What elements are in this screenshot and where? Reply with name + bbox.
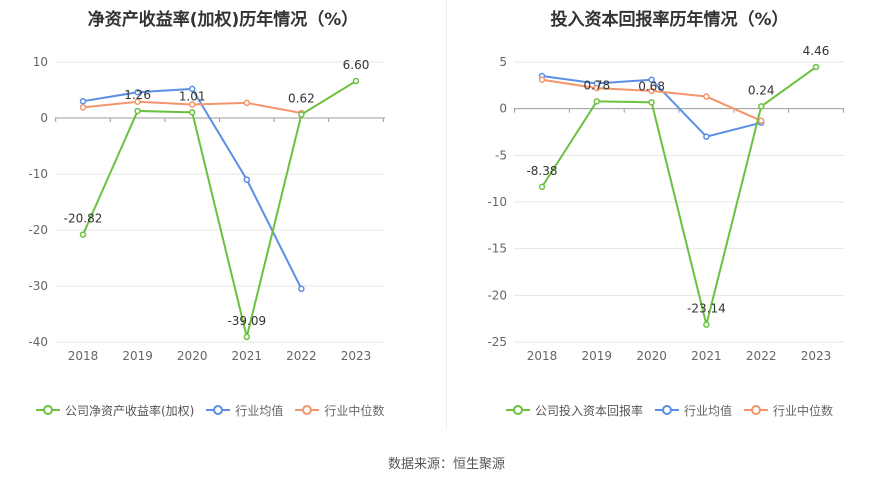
roic-data-label: -8.38 (526, 164, 557, 178)
roic-data-point[interactable] (812, 63, 820, 71)
legend-label: 行业均值 (235, 403, 284, 418)
roic-data-point[interactable] (703, 321, 710, 328)
legend-swatch-icon (295, 404, 320, 416)
y-tick-label: -25 (487, 335, 507, 349)
roic-data-point[interactable] (648, 99, 655, 106)
roic-data-point[interactable] (593, 98, 601, 105)
data-source-note: 数据来源：恒生聚源 (387, 457, 505, 472)
roe-series-line-1 (82, 87, 303, 290)
roe-data-point[interactable] (188, 85, 196, 93)
roic-data-point[interactable] (757, 103, 765, 110)
roe-data-point[interactable] (352, 77, 360, 85)
y-tick-label: -20 (487, 288, 507, 302)
y-tick-label: 5 (499, 55, 507, 69)
roe-data-point[interactable] (243, 176, 251, 183)
roe-data-label: 1.01 (179, 89, 206, 103)
legend-item-1[interactable]: 行业均值 (206, 402, 283, 419)
roe-data-point[interactable] (134, 107, 141, 115)
y-tick-label: -20 (28, 223, 48, 237)
legend-swatch-icon (36, 404, 60, 416)
roic-data-point[interactable] (757, 117, 765, 125)
roe-data-label: -20.82 (64, 212, 103, 226)
roe-data-point[interactable] (298, 111, 305, 118)
roe-data-label: 6.60 (343, 58, 370, 72)
x-tick-label: 2018 (527, 349, 558, 363)
roic-data-point[interactable] (703, 93, 710, 100)
roic-series-line-0 (541, 66, 817, 325)
roic-data-point[interactable] (648, 76, 655, 83)
roe-data-point[interactable] (134, 88, 141, 96)
roic-data-point[interactable] (593, 84, 601, 92)
legend-item-2[interactable]: 行业中位数 (744, 402, 833, 419)
left-chart-title: 净资产收益率(加权)历年情况（%） (87, 10, 359, 30)
y-tick-label: -10 (487, 195, 507, 209)
roe-line-chart: 10 0 -10 -20 -30 -40 2018 2019 2020 2021 2022 2023 -… (28, 55, 385, 363)
roic-data-label: 0.78 (583, 78, 610, 92)
y-tick-label: 0 (499, 102, 507, 116)
x-tick-label: 2023 (801, 349, 832, 363)
roic-data-label: -23.14 (687, 302, 726, 316)
y-tick-label: -10 (28, 167, 48, 181)
x-tick-label: 2020 (636, 349, 667, 363)
legend-item-2[interactable]: 行业中位数 (295, 402, 384, 419)
roic-data-label: 0.24 (748, 83, 775, 97)
legend-item-0[interactable]: 公司投入资本回报率 (506, 402, 643, 419)
left-chart-legend: 公司净资产收益率(加权) 行业均值 行业中位数 (36, 399, 396, 421)
roe-data-point[interactable] (79, 97, 87, 105)
roe-data-point[interactable] (298, 285, 305, 293)
legend-item-1[interactable]: 行业均值 (655, 402, 732, 419)
roe-data-point[interactable] (188, 101, 196, 108)
y-tick-label: -15 (487, 242, 507, 256)
x-tick-label: 2020 (177, 349, 208, 363)
roe-data-label: -39.09 (227, 314, 266, 328)
roe-data-point[interactable] (243, 333, 251, 341)
roe-data-point[interactable] (188, 109, 196, 116)
legend-swatch-icon (744, 404, 769, 416)
legend-label: 公司投入资本回报率 (535, 403, 644, 418)
roe-data-label: 0.62 (288, 92, 315, 106)
roe-data-point[interactable] (79, 104, 87, 111)
x-tick-label: 2019 (582, 349, 613, 363)
x-tick-label: 2022 (746, 349, 777, 363)
roic-data-label: 4.46 (803, 44, 830, 58)
roe-data-label: 1.26 (124, 88, 151, 102)
legend-label: 公司净资产收益率(加权) (65, 403, 195, 418)
legend-label: 行业均值 (684, 403, 733, 418)
roe-data-point[interactable] (243, 99, 251, 107)
roic-line-chart: 5 0 -5 -10 -15 -20 -25 2018 2019 2020 2021 2022 2023… (487, 44, 844, 363)
x-tick-label: 2023 (341, 349, 372, 363)
y-tick-label: -5 (495, 148, 507, 162)
x-tick-label: 2019 (122, 349, 153, 363)
roic-data-label: 0.68 (638, 79, 665, 93)
legend-item-0[interactable]: 公司净资产收益率(加权) (36, 402, 194, 419)
legend-swatch-icon (506, 404, 530, 416)
legend-swatch-icon (655, 404, 680, 416)
roic-data-point[interactable] (703, 133, 710, 140)
right-chart-legend: 公司投入资本回报率 行业均值 行业中位数 (506, 399, 845, 421)
x-tick-label: 2021 (691, 349, 722, 363)
roe-data-point[interactable] (134, 98, 141, 106)
legend-label: 行业中位数 (773, 403, 834, 418)
roic-data-point[interactable] (538, 76, 546, 83)
legend-label: 行业中位数 (324, 403, 385, 418)
y-tick-label: 0 (40, 111, 48, 125)
legend-swatch-icon (206, 404, 231, 416)
roe-data-point[interactable] (79, 231, 87, 238)
y-tick-label: 10 (33, 55, 48, 69)
chart-divider (446, 0, 447, 430)
right-chart-title: 投入资本回报率历年情况（%） (550, 10, 789, 30)
roe-series-line-0 (82, 80, 357, 338)
y-tick-label: -40 (28, 335, 48, 349)
y-tick-label: -30 (28, 279, 48, 293)
x-tick-label: 2022 (286, 349, 317, 363)
x-tick-label: 2018 (68, 349, 99, 363)
x-tick-label: 2021 (232, 349, 263, 363)
roic-data-point[interactable] (648, 87, 655, 95)
roic-data-point[interactable] (538, 183, 546, 191)
